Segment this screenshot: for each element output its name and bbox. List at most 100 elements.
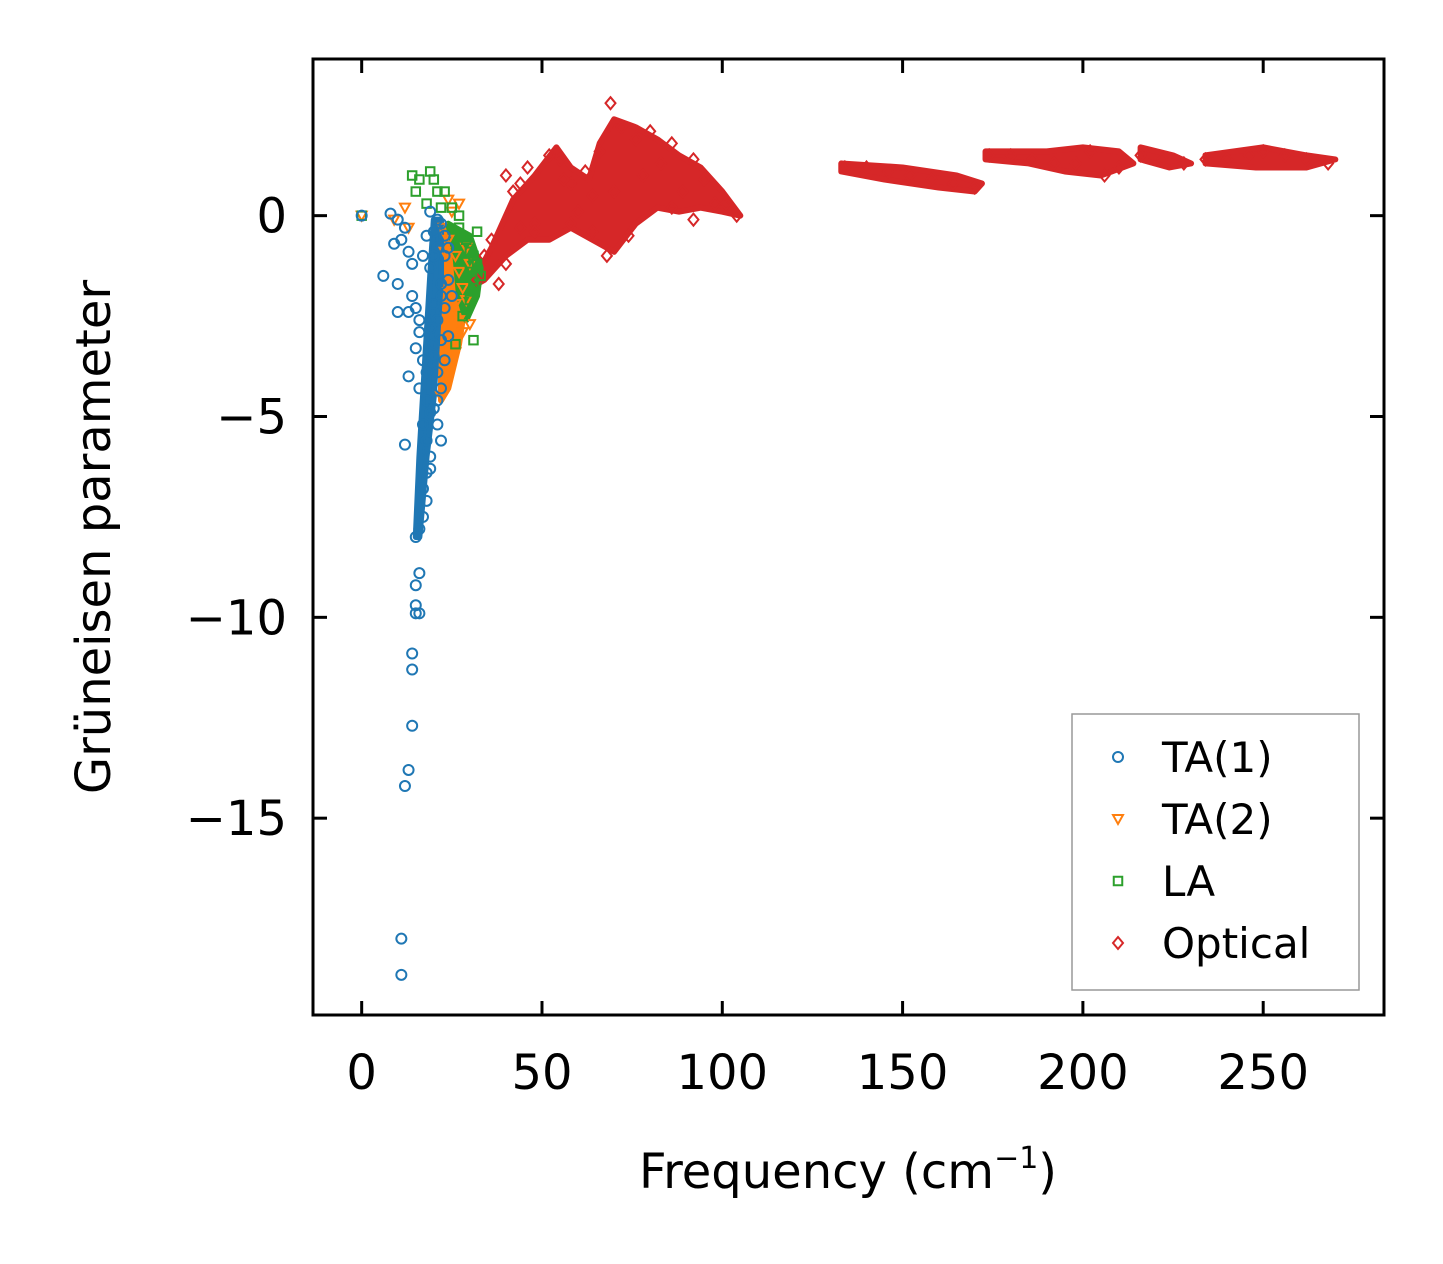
point-ta1-7 (406, 257, 419, 270)
dense-region-optical-2 (982, 144, 1137, 179)
point-la-2 (414, 174, 425, 185)
point-ta1-55 (424, 462, 437, 475)
point-optical-63 (1300, 151, 1313, 167)
point-ta2-2 (398, 202, 412, 215)
legend-marker-optical (1111, 935, 1125, 951)
plot-frame (311, 57, 1386, 1017)
point-optical-58 (1199, 151, 1212, 167)
point-ta1-58 (438, 302, 451, 315)
point-ta1-8 (377, 269, 390, 282)
point-optical-5 (506, 183, 520, 200)
point-ta1-6 (402, 245, 415, 258)
point-optical-13 (578, 163, 592, 180)
point-ta1-22 (420, 434, 433, 447)
point-optical-43 (903, 167, 917, 184)
point-optical-52 (1083, 143, 1097, 159)
point-optical-9 (542, 147, 556, 163)
point-la-18 (450, 338, 461, 350)
point-ta1-67 (424, 322, 437, 335)
point-la-7 (439, 186, 450, 197)
point-ta1-21 (416, 418, 429, 431)
point-la-13 (475, 270, 486, 282)
point-optical-35 (499, 256, 513, 272)
point-ta2-25 (463, 319, 477, 332)
point-ta1-31 (409, 579, 422, 592)
point-ta2-8 (455, 282, 470, 296)
point-ta1-33 (409, 607, 422, 620)
point-la-17 (457, 310, 468, 322)
point-optical-33 (687, 212, 700, 228)
point-ta1-64 (431, 213, 444, 226)
point-ta1-13 (409, 302, 422, 315)
x-tick-label-2: 100 (676, 1045, 768, 1101)
y-tick-label-1: −5 (216, 389, 287, 445)
point-ta1-17 (409, 342, 422, 355)
point-optical-8 (528, 216, 542, 232)
point-optical-40 (838, 159, 852, 176)
point-ta1-69 (420, 366, 433, 379)
point-ta1-74 (438, 229, 451, 242)
dense-region-optical-1 (838, 160, 985, 195)
point-la-14 (468, 282, 479, 294)
point-ta1-62 (442, 330, 455, 343)
point-ta2-19 (455, 327, 470, 340)
point-la-16 (468, 334, 479, 346)
legend: TA(1) TA(2) LA Optical (1071, 713, 1360, 991)
point-ta1-72 (435, 289, 448, 302)
point-optical-2 (485, 232, 498, 248)
data-points (354, 95, 1335, 981)
point-optical-55 (1134, 147, 1147, 163)
point-ta1-70 (431, 394, 444, 407)
point-optical-41 (860, 159, 873, 176)
point-optical-22 (654, 155, 668, 171)
point-la-23 (435, 202, 447, 213)
legend-box (1071, 713, 1360, 991)
point-ta1-1 (384, 207, 397, 220)
point-ta1-65 (420, 229, 433, 242)
y-tick-label-2: −10 (186, 590, 287, 646)
point-ta1-63 (438, 354, 451, 367)
point-optical-53 (1098, 167, 1111, 184)
point-optical-29 (730, 208, 744, 224)
point-optical-36 (514, 220, 527, 236)
point-ta1-26 (420, 494, 433, 507)
point-optical-50 (1047, 155, 1061, 171)
point-ta1-34 (413, 607, 426, 620)
point-optical-14 (586, 224, 599, 240)
legend-label-optical: Optical (1162, 919, 1310, 968)
x-tick-label-1: 50 (511, 1045, 572, 1101)
point-la-5 (410, 186, 422, 197)
point-ta1-60 (424, 205, 437, 218)
x-tick-label-0: 0 (346, 1045, 377, 1101)
point-ta1-51 (435, 382, 448, 395)
point-optical-45 (946, 175, 960, 192)
point-ta1-57 (442, 273, 455, 286)
point-optical-28 (719, 196, 733, 212)
point-ta1-29 (409, 531, 422, 543)
point-optical-15 (593, 143, 606, 159)
point-optical-37 (557, 171, 570, 188)
point-ta1-66 (416, 249, 429, 262)
point-ta1-19 (413, 382, 426, 395)
point-ta1-5 (388, 237, 401, 250)
point-optical-47 (982, 147, 996, 163)
point-ta2-14 (437, 379, 452, 392)
dense-regions (412, 116, 1339, 540)
point-optical-6 (514, 175, 527, 192)
point-la-4 (428, 174, 440, 185)
point-ta1-38 (402, 763, 415, 776)
point-optical-64 (1321, 155, 1335, 171)
point-optical-26 (697, 171, 711, 188)
point-optical-3 (492, 276, 506, 292)
point-ta2-7 (452, 266, 466, 279)
point-optical-60 (1242, 147, 1256, 163)
point-ta1-37 (406, 719, 419, 732)
point-optical-51 (1069, 155, 1082, 171)
point-optical-54 (1112, 159, 1126, 176)
point-optical-19 (622, 228, 635, 244)
point-optical-46 (968, 179, 982, 196)
point-ta1-53 (431, 418, 444, 431)
point-ta1-14 (402, 370, 415, 383)
point-optical-18 (615, 119, 628, 135)
